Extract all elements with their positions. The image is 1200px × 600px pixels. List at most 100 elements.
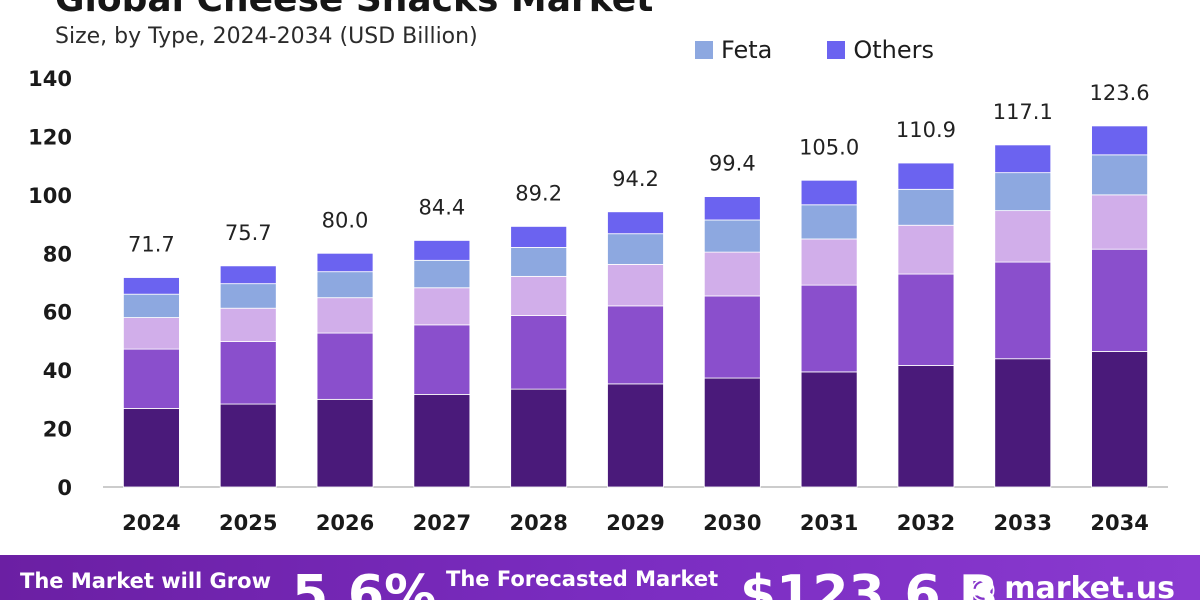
x-tick-label: 2034 bbox=[1090, 511, 1148, 535]
y-tick-label: 100 bbox=[28, 184, 72, 208]
bar-segment bbox=[800, 371, 858, 488]
bar-segment bbox=[703, 219, 761, 253]
bar-segment bbox=[1091, 125, 1148, 156]
x-tick-label: 2024 bbox=[122, 511, 180, 535]
bar-segment bbox=[123, 348, 180, 409]
bar-segment bbox=[510, 315, 568, 390]
bar-total-label: 80.0 bbox=[322, 208, 369, 232]
bar-segment bbox=[123, 317, 180, 350]
x-tick-label: 2029 bbox=[606, 511, 664, 535]
bar-segment bbox=[897, 224, 955, 275]
bar-segment bbox=[607, 233, 664, 265]
chart-title: Global Cheese Snacks Market bbox=[55, 0, 653, 20]
bar-segment bbox=[219, 403, 277, 488]
bar-segment bbox=[510, 275, 568, 316]
bar-segment bbox=[703, 196, 761, 221]
bar-segment bbox=[703, 295, 761, 379]
legend-swatch-others bbox=[827, 41, 846, 59]
bar-segment bbox=[219, 265, 277, 285]
y-tick-label: 20 bbox=[43, 418, 72, 442]
y-tick-label: 140 bbox=[28, 67, 72, 91]
bar-segment bbox=[316, 297, 374, 334]
bar-total-label: 84.4 bbox=[418, 195, 465, 219]
brand-logo: ◉ market.us bbox=[970, 571, 1175, 600]
bar-segment bbox=[123, 408, 180, 488]
footer-forecast-value: $123.6 B bbox=[740, 565, 999, 600]
y-tick-label: 120 bbox=[28, 125, 72, 149]
bar-segment bbox=[219, 283, 277, 309]
bar-segment bbox=[1091, 351, 1148, 488]
bar-segment bbox=[413, 393, 471, 488]
bar-segment bbox=[703, 251, 761, 297]
bar-segment bbox=[1091, 248, 1148, 352]
footer-banner: The Market will Grow 5.6% The Forecasted… bbox=[0, 555, 1200, 600]
legend: Feta Others bbox=[695, 36, 934, 64]
x-tick-label: 2032 bbox=[897, 511, 955, 535]
brand-name: market.us bbox=[1004, 571, 1175, 600]
bar-segment bbox=[316, 252, 374, 273]
chart-subtitle: Size, by Type, 2024-2034 (USD Billion) bbox=[55, 24, 478, 49]
bar-segment bbox=[219, 307, 277, 342]
bar-segment bbox=[607, 263, 664, 307]
bar-segment bbox=[413, 287, 471, 326]
bar-total-label: 105.0 bbox=[799, 135, 859, 159]
bar-segment bbox=[316, 271, 374, 299]
legend-item-feta: Feta bbox=[695, 36, 772, 64]
legend-label-feta: Feta bbox=[721, 36, 773, 64]
bar-segment bbox=[413, 240, 471, 261]
bar-total-label: 71.7 bbox=[128, 233, 175, 257]
bar-segment bbox=[510, 388, 568, 488]
bar-segment bbox=[510, 247, 568, 277]
stacked-bar-chart: 0 20 40 60 80 100 120 140 71.7 2024 75.7 2025 80.0 20… bbox=[28, 67, 1168, 535]
bar-segment bbox=[607, 211, 664, 235]
y-tick-label: 80 bbox=[43, 242, 72, 266]
bar-segment bbox=[607, 383, 664, 488]
y-tick-label: 40 bbox=[43, 359, 72, 383]
bar-segment bbox=[316, 398, 374, 488]
footer-forecast-text: The Forecasted Market bbox=[446, 567, 719, 591]
bar-segment bbox=[510, 226, 568, 248]
bar-segment bbox=[897, 162, 955, 190]
bar-segment bbox=[1091, 194, 1148, 250]
bar-segment bbox=[413, 324, 471, 395]
x-tick-label: 2031 bbox=[800, 511, 858, 535]
bar-segment bbox=[413, 259, 471, 289]
brand-logo-icon: ◉ bbox=[970, 571, 997, 600]
bar-total-label: 110.9 bbox=[896, 118, 956, 142]
bar-total-label: 99.4 bbox=[709, 152, 756, 176]
bar-segment bbox=[800, 204, 858, 240]
bar-segment bbox=[800, 179, 858, 206]
bar-segment bbox=[994, 210, 1052, 263]
legend-item-others: Others bbox=[827, 36, 934, 64]
y-tick-label: 0 bbox=[57, 476, 72, 500]
legend-label-others: Others bbox=[853, 36, 935, 64]
bar-segment bbox=[219, 341, 277, 405]
bar-total-label: 117.1 bbox=[993, 100, 1053, 124]
bar-segment bbox=[703, 377, 761, 488]
y-tick-label: 60 bbox=[43, 301, 72, 325]
bar-segment bbox=[994, 172, 1052, 212]
bar-segment bbox=[994, 358, 1052, 488]
bar-segment bbox=[607, 305, 664, 385]
bar-total-label: 89.2 bbox=[515, 181, 562, 205]
x-tick-label: 2027 bbox=[413, 511, 471, 535]
x-tick-label: 2033 bbox=[994, 511, 1052, 535]
footer-cagr-value: 5.6% bbox=[292, 565, 437, 600]
bar-segment bbox=[994, 144, 1052, 174]
bar-total-label: 94.2 bbox=[612, 167, 659, 191]
bar-segment bbox=[897, 188, 955, 226]
bar-segment bbox=[1091, 154, 1148, 196]
bar-segment bbox=[316, 332, 374, 400]
bar-segment bbox=[800, 284, 858, 373]
legend-swatch-feta bbox=[695, 41, 713, 59]
bar-segment bbox=[897, 365, 955, 488]
footer-grow-text: The Market will Grow bbox=[20, 569, 271, 593]
x-tick-label: 2025 bbox=[219, 511, 277, 535]
x-tick-label: 2028 bbox=[509, 511, 567, 535]
bar-segment bbox=[123, 277, 180, 295]
x-tick-label: 2026 bbox=[316, 511, 374, 535]
bar-total-label: 75.7 bbox=[225, 221, 272, 245]
bar-total-label: 123.6 bbox=[1090, 81, 1150, 105]
bar-segment bbox=[994, 261, 1052, 360]
bar-segment bbox=[123, 293, 180, 318]
